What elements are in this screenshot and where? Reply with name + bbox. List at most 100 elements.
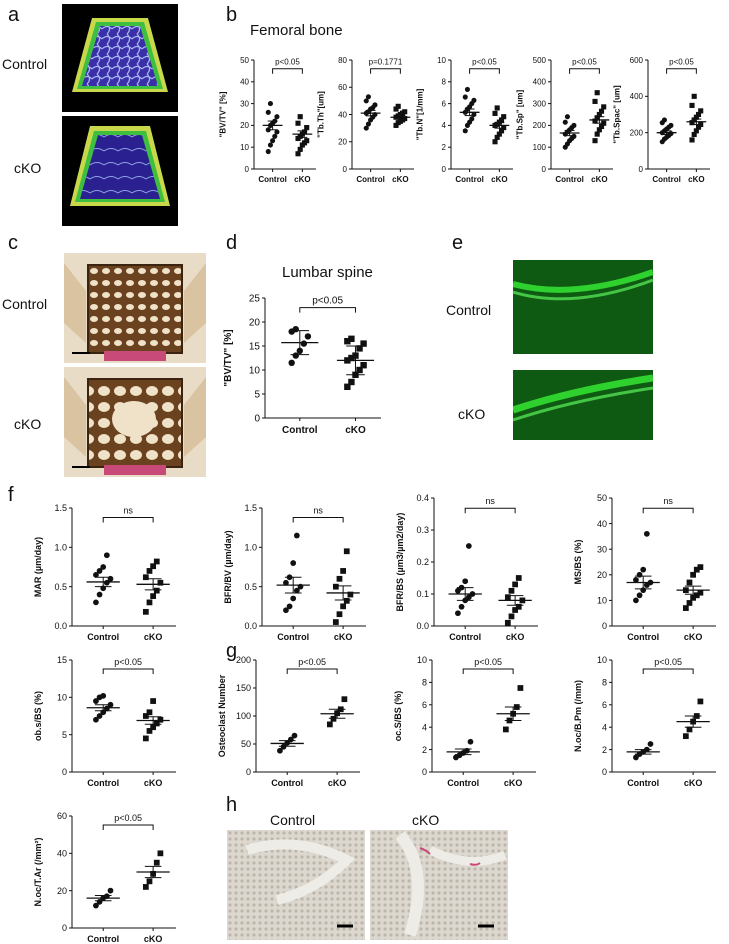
- panel-label-c: c: [8, 232, 18, 254]
- y-tick-label: 40: [240, 78, 249, 87]
- data-point: [100, 692, 107, 699]
- y-tick-label: 5: [62, 730, 67, 740]
- y-tick-label: 20: [597, 570, 607, 580]
- y-axis-label: N.oc/B.Pm (/mm): [573, 680, 583, 752]
- y-tick-label: 4: [422, 722, 427, 732]
- y-tick-label: 2: [422, 745, 427, 755]
- x-tick-label: Control: [447, 778, 479, 788]
- data-point: [693, 114, 699, 120]
- data-point: [93, 571, 99, 578]
- data-point: [682, 733, 689, 740]
- data-point: [471, 97, 477, 103]
- histology-control-image: [64, 253, 206, 363]
- x-tick-label: Control: [87, 934, 119, 944]
- data-point: [150, 698, 156, 704]
- data-point: [502, 726, 509, 733]
- y-tick-label: 60: [338, 83, 347, 92]
- y-tick-label: 0: [542, 165, 547, 174]
- significance-bracket: [102, 824, 154, 830]
- data-point: [348, 378, 355, 386]
- data-point: [297, 146, 303, 152]
- data-point: [515, 603, 522, 610]
- significance-bracket: [666, 68, 697, 74]
- y-tick-label: 0: [602, 621, 607, 631]
- panel-label-b: b: [226, 4, 238, 26]
- data-point: [596, 127, 602, 133]
- x-tick-label: cKO: [144, 632, 163, 642]
- x-tick-label: Control: [271, 778, 303, 788]
- significance-label: ns: [123, 505, 133, 515]
- panel-label-e: e: [452, 232, 464, 254]
- data-point: [267, 101, 273, 107]
- data-point: [640, 566, 647, 573]
- data-point: [633, 597, 639, 604]
- data-point: [668, 122, 674, 128]
- data-point: [96, 713, 103, 719]
- data-point: [157, 579, 164, 586]
- y-tick-label: 0.4: [416, 493, 429, 503]
- histology-cko-image: [64, 367, 206, 477]
- significance-label: p=0.1771: [369, 58, 403, 67]
- y-tick-label: 0: [245, 165, 250, 174]
- data-point: [277, 747, 283, 754]
- data-point: [356, 345, 363, 352]
- data-point: [695, 111, 702, 118]
- data-point: [93, 698, 99, 704]
- significance-label: ns: [663, 496, 673, 506]
- data-point: [283, 607, 289, 614]
- data-point: [636, 571, 643, 578]
- c-label-control: Control: [2, 296, 48, 312]
- y-tick-label: 8: [602, 678, 607, 688]
- data-point: [647, 741, 654, 747]
- y-tick-label: 500: [533, 56, 547, 65]
- data-point: [304, 333, 312, 340]
- data-point: [343, 597, 350, 604]
- data-point: [594, 115, 600, 121]
- data-point: [326, 721, 333, 728]
- data-point: [153, 859, 160, 866]
- significance-bracket: [642, 507, 694, 514]
- y-tick-label: 0.0: [244, 621, 257, 631]
- data-point: [344, 383, 351, 390]
- data-point: [146, 878, 153, 885]
- data-point: [142, 574, 149, 581]
- panel-label-d: d: [226, 232, 238, 254]
- y-tick-label: 20: [240, 121, 249, 130]
- data-point: [686, 600, 693, 606]
- y-axis-label: "Tb.N"[1/mm]: [416, 88, 425, 140]
- data-point: [96, 568, 103, 574]
- x-tick-label: Control: [87, 778, 119, 788]
- data-point: [142, 713, 149, 719]
- data-point: [496, 131, 502, 137]
- data-point: [504, 594, 511, 601]
- chart-g1: 0 50 100 150 200 Osteoclast Number Control cKO p…: [217, 655, 360, 788]
- data-point: [564, 114, 570, 120]
- y-tick-label: 1.0: [54, 542, 67, 552]
- data-point: [462, 128, 468, 134]
- y-tick-label: 0: [246, 767, 251, 777]
- y-tick-label: 200: [533, 121, 547, 130]
- x-tick-label: cKO: [591, 175, 607, 184]
- data-point: [340, 603, 346, 610]
- data-point: [691, 93, 697, 99]
- y-tick-label: 100: [236, 711, 251, 721]
- y-tick-label: 10: [437, 56, 446, 65]
- data-point: [265, 149, 271, 155]
- trap-control-image: [227, 830, 365, 940]
- data-point: [107, 887, 114, 894]
- data-point: [292, 326, 299, 333]
- y-tick-label: 1.5: [244, 503, 257, 513]
- y-tick-label: 2: [442, 143, 447, 152]
- data-point: [690, 571, 696, 578]
- chart-g2: 0 2 4 6 8 10 oc.S/BS (%) Control cKO p<0.05: [393, 655, 536, 788]
- y-axis-label: "Tb.Th"[um]: [317, 91, 326, 138]
- data-point: [697, 589, 704, 596]
- y-tick-label: 10: [240, 143, 249, 152]
- y-tick-label: 0: [442, 165, 447, 174]
- x-tick-label: cKO: [345, 425, 366, 436]
- y-tick-label: 4: [602, 722, 607, 732]
- data-point: [332, 619, 339, 625]
- data-point: [363, 125, 369, 131]
- significance-bracket: [102, 516, 154, 523]
- data-point: [93, 716, 99, 723]
